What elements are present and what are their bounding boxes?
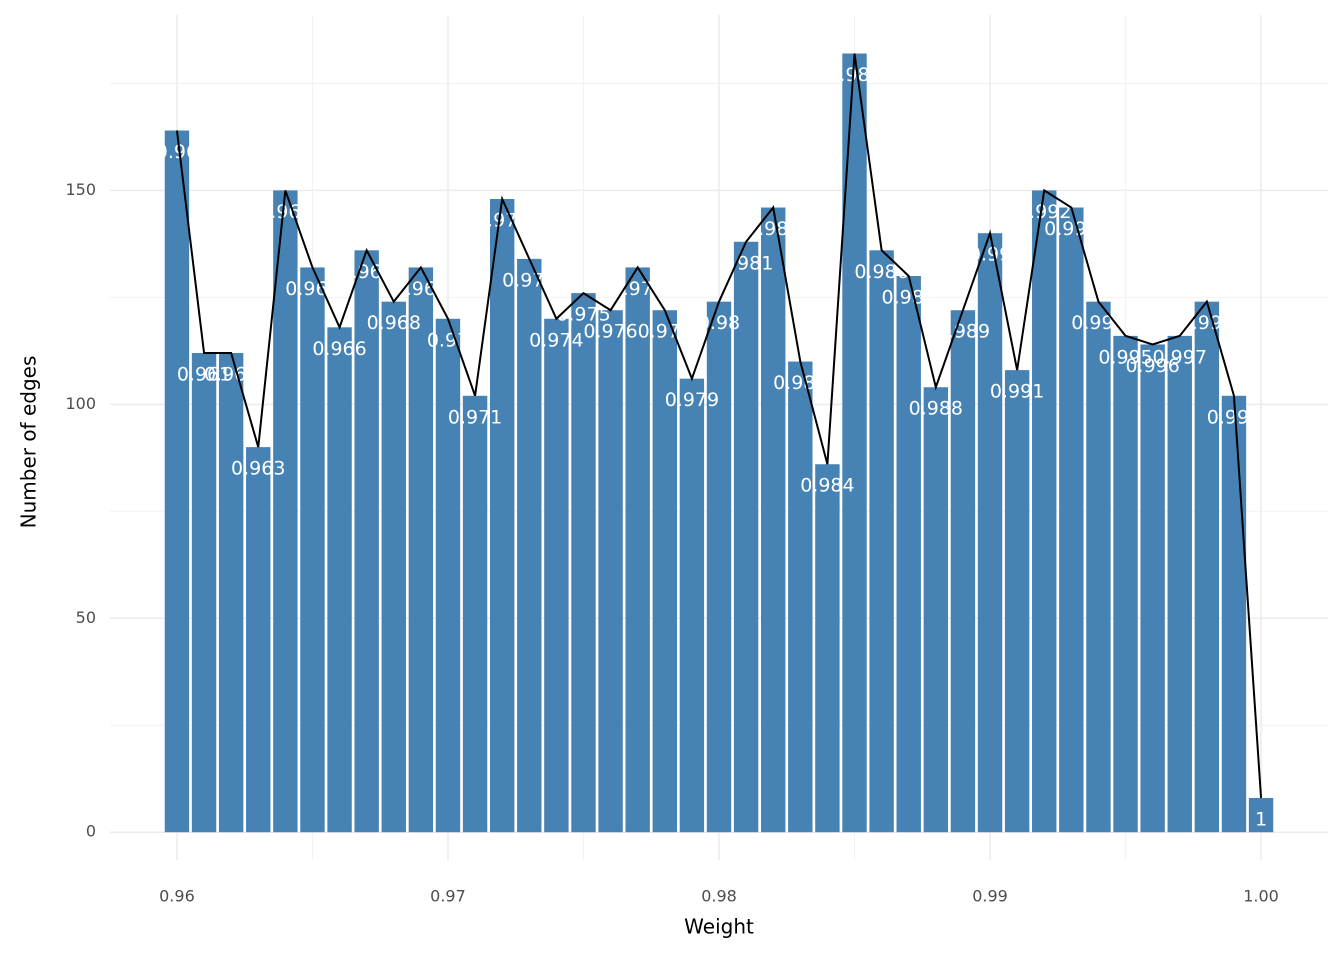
- data-label: 0.985: [827, 64, 881, 86]
- data-label: 0.981: [719, 252, 773, 274]
- y-tick-label: 50: [76, 608, 96, 627]
- bar: [706, 301, 732, 833]
- bar: [679, 378, 705, 833]
- data-label: 0.998: [1180, 312, 1234, 334]
- data-label: 0.991: [990, 381, 1044, 403]
- data-label: 0.995: [1098, 346, 1152, 368]
- bar: [977, 233, 1003, 833]
- bar: [652, 310, 677, 833]
- x-tick-label: 1.00: [1243, 887, 1279, 906]
- data-label: 0.988: [909, 398, 963, 420]
- bar: [1004, 370, 1030, 833]
- bar: [327, 327, 352, 833]
- bar: [381, 301, 406, 833]
- data-label: 0.967: [339, 261, 393, 283]
- data-label: 0.964: [258, 201, 312, 223]
- y-axis-title: Number of edges: [17, 356, 41, 529]
- data-label: 0.999: [1207, 406, 1261, 428]
- data-label: 0.961: [177, 364, 231, 386]
- data-label: 0.987: [882, 286, 936, 308]
- bar: [462, 395, 488, 833]
- bar: [218, 353, 244, 833]
- bar: [489, 198, 515, 833]
- data-label: 1: [1255, 808, 1267, 830]
- data-label: 0.975: [556, 304, 610, 326]
- bar: [761, 207, 786, 833]
- x-tick-label: 0.99: [972, 887, 1008, 906]
- bar: [273, 190, 298, 833]
- x-tick-label: 0.97: [430, 887, 466, 906]
- bar: [544, 318, 569, 833]
- bar: [733, 241, 759, 833]
- data-label: 0.972: [475, 209, 529, 231]
- data-label: 0.99: [969, 244, 1011, 266]
- data-label: 0.984: [800, 475, 854, 497]
- bar: [598, 310, 623, 833]
- data-label: 0.962: [204, 364, 258, 386]
- data-label: 0.977: [610, 278, 664, 300]
- bar: [246, 447, 271, 833]
- data-label: 0.994: [1071, 312, 1125, 334]
- data-label: 0.996: [1125, 355, 1179, 377]
- data-label: 0.96: [156, 141, 198, 163]
- data-label: 0.973: [502, 269, 556, 291]
- bar: [191, 353, 217, 833]
- data-label: 0.963: [231, 458, 285, 480]
- bar: [164, 130, 190, 833]
- x-tick-label: 0.96: [159, 887, 195, 906]
- data-label: 0.978: [638, 321, 692, 343]
- data-label: 0.979: [665, 389, 719, 411]
- bar: [788, 361, 813, 833]
- bar: [1221, 395, 1247, 833]
- bar: [408, 267, 434, 833]
- data-label: 0.989: [936, 321, 990, 343]
- y-tick-label: 150: [65, 180, 96, 199]
- data-label: 0.969: [394, 278, 448, 300]
- bar: [517, 258, 542, 833]
- data-label: 0.97: [427, 329, 469, 351]
- data-label: 0.965: [285, 278, 339, 300]
- bar: [950, 310, 976, 833]
- bar: [1194, 301, 1220, 833]
- bar: [354, 250, 379, 833]
- data-label: 0.992: [1017, 201, 1071, 223]
- data-label: 0.974: [529, 329, 583, 351]
- bar: [869, 250, 894, 833]
- data-label: 0.98: [698, 312, 740, 334]
- bar: [1167, 335, 1192, 833]
- data-label: 0.971: [448, 406, 502, 428]
- bar: [300, 267, 325, 833]
- bar: [435, 318, 461, 833]
- data-label: 0.968: [367, 312, 421, 334]
- data-label: 0.986: [854, 261, 908, 283]
- bar: [1086, 301, 1111, 833]
- bar: [1059, 207, 1084, 833]
- data-label: 0.982: [746, 218, 800, 240]
- y-tick-label: 0: [86, 822, 96, 841]
- bar: [815, 464, 840, 833]
- bar: [1140, 344, 1165, 833]
- bar: [571, 293, 596, 833]
- x-axis-title: Weight: [684, 915, 754, 939]
- bar: [1248, 797, 1274, 833]
- bar: [625, 267, 650, 833]
- x-tick-label: 0.98: [701, 887, 737, 906]
- bar: [896, 275, 921, 833]
- data-label: 0.983: [773, 372, 827, 394]
- bar: [1032, 190, 1057, 833]
- data-label: 0.993: [1044, 218, 1098, 240]
- trend-line: [175, 53, 1263, 799]
- bar: [923, 387, 949, 833]
- bar: [1113, 335, 1138, 833]
- data-label: 0.976: [583, 321, 637, 343]
- data-label: 0.966: [312, 338, 366, 360]
- data-label: 0.997: [1153, 346, 1207, 368]
- y-tick-label: 100: [65, 394, 96, 413]
